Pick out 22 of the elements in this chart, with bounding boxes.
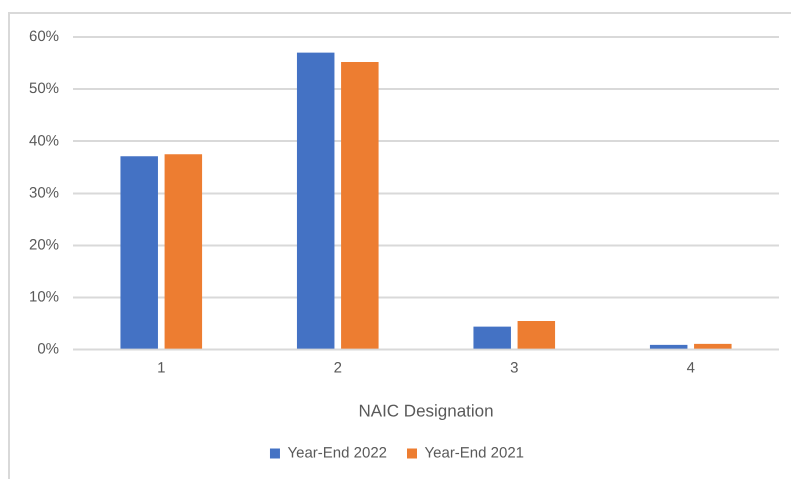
x-tick-label: 3 bbox=[510, 360, 518, 377]
bar bbox=[473, 326, 511, 349]
bar bbox=[650, 344, 688, 349]
bar bbox=[518, 320, 556, 349]
bar bbox=[296, 52, 334, 349]
x-axis-title: NAIC Designation bbox=[358, 401, 494, 420]
legend-label: Year-End 2021 bbox=[424, 444, 524, 462]
bar bbox=[164, 154, 202, 349]
y-tick-label: 60% bbox=[28, 28, 60, 46]
y-tick-label: 40% bbox=[28, 132, 60, 150]
y-tick-label: 20% bbox=[28, 236, 60, 254]
y-tick-label: 50% bbox=[28, 80, 60, 98]
y-tick-label: 0% bbox=[37, 340, 60, 358]
y-tick-label: 30% bbox=[28, 184, 60, 202]
x-tick-label: 2 bbox=[334, 360, 342, 377]
bar bbox=[341, 62, 379, 349]
x-tick-label: 1 bbox=[157, 360, 166, 377]
bar bbox=[120, 156, 158, 349]
x-tick-label: 4 bbox=[686, 360, 695, 377]
legend-label: Year-End 2022 bbox=[287, 444, 387, 462]
y-tick-label: 10% bbox=[28, 288, 60, 306]
bar bbox=[694, 344, 732, 349]
